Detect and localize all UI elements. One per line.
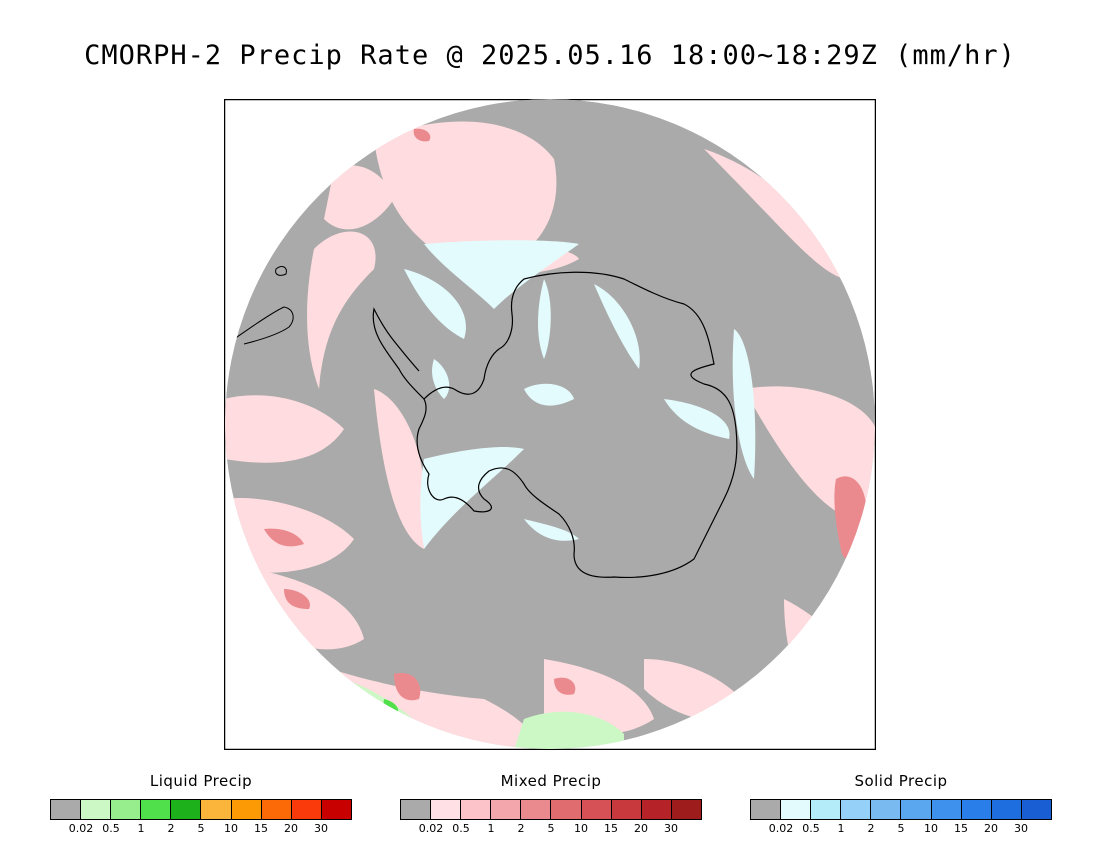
precip-map (224, 99, 876, 750)
legend-swatch (871, 800, 902, 819)
legend-swatch (901, 800, 932, 819)
legend-swatch (201, 800, 232, 819)
legend-swatch (521, 800, 552, 819)
legend-tick-label: 15 (254, 822, 268, 835)
legend-tick-label: 0.5 (802, 822, 820, 835)
legend-tick-label: 20 (284, 822, 298, 835)
legend-tick-label: 15 (954, 822, 968, 835)
legend-tick-label: 10 (574, 822, 588, 835)
legend-title: Liquid Precip (149, 772, 253, 790)
legend-swatch (171, 800, 202, 819)
legend-swatch (431, 800, 462, 819)
legend-swatch (811, 800, 842, 819)
legend-tick-label: 0.02 (418, 822, 444, 835)
legend-swatch (291, 800, 322, 819)
legend-swatch (581, 800, 612, 819)
legend-swatch (781, 800, 812, 819)
legend-swatch (991, 800, 1022, 819)
legend-swatch (261, 800, 292, 819)
solid-precip-areas (404, 240, 756, 549)
legend-swatch (551, 800, 582, 819)
polar-map-canvas (224, 99, 876, 750)
legend-swatch (81, 800, 112, 819)
legend-tick-label: 30 (314, 822, 328, 835)
legend-tick-label: 20 (984, 822, 998, 835)
legend-tick-label: 2 (517, 822, 525, 835)
legend-tick-label: 2 (867, 822, 875, 835)
legend-swatch (141, 800, 172, 819)
legend-title: Solid Precip (854, 772, 948, 790)
legend-swatch (611, 800, 642, 819)
legend-swatch (751, 800, 782, 819)
legend-swatch (961, 800, 992, 819)
legend-tick-label: 10 (924, 822, 938, 835)
legend-tick-label: 1 (137, 822, 145, 835)
legend-tick-label: 30 (1014, 822, 1028, 835)
legend-ticks: 0.02 0.5 1 2 5 10 15 20 30 (750, 822, 1052, 836)
legend-tick-label: 1 (837, 822, 845, 835)
legend-tick-label: 5 (547, 822, 555, 835)
legend-ticks: 0.02 0.5 1 2 5 10 15 20 30 (400, 822, 702, 836)
legend-mixed: Mixed Precip 0.02 0.5 1 2 5 10 15 20 30 (400, 772, 702, 842)
legend-tick-label: 2 (167, 822, 175, 835)
legend-tick-label: 0.02 (68, 822, 94, 835)
legend-tick-label: 20 (634, 822, 648, 835)
legend-colorbar (750, 799, 1052, 820)
legend-tick-label: 0.5 (452, 822, 470, 835)
mixed-precip-moderate (264, 128, 867, 701)
legend-swatch (641, 800, 672, 819)
island (275, 266, 287, 276)
antarctic-peninsula (372, 307, 425, 400)
legend-ticks: 0.02 0.5 1 2 5 10 15 20 30 (50, 822, 352, 836)
legend-liquid: Liquid Precip 0.02 0.5 1 2 5 10 15 20 30 (50, 772, 352, 842)
legend-solid: Solid Precip 0.02 0.5 1 2 5 10 15 20 30 (750, 772, 1052, 842)
legend-swatch (931, 800, 962, 819)
legend-title: Mixed Precip (500, 772, 602, 790)
legend-tick-label: 0.02 (768, 822, 794, 835)
legend-swatch (231, 800, 262, 819)
legend-tick-label: 5 (197, 822, 205, 835)
legend-swatch (401, 800, 432, 819)
legend-swatch (51, 800, 82, 819)
antarctica-coastline (416, 271, 738, 578)
legend-tick-label: 1 (487, 822, 495, 835)
legend-tick-label: 10 (224, 822, 238, 835)
legend-swatch (461, 800, 492, 819)
legend-swatch (321, 800, 351, 819)
legend-tick-label: 0.5 (102, 822, 120, 835)
legend-swatch (841, 800, 872, 819)
legend-colorbar (400, 799, 702, 820)
legend-swatch (671, 800, 701, 819)
legend-tick-label: 15 (604, 822, 618, 835)
south-america-coastline (233, 306, 294, 345)
legend-swatch (111, 800, 142, 819)
legend-swatch (1021, 800, 1051, 819)
legend-tick-label: 5 (897, 822, 905, 835)
legend-swatch (491, 800, 522, 819)
legend-tick-label: 30 (664, 822, 678, 835)
legend-colorbar (50, 799, 352, 820)
no-precip-area (225, 99, 875, 749)
map-title: CMORPH-2 Precip Rate @ 2025.05.16 18:00~… (84, 40, 1016, 71)
